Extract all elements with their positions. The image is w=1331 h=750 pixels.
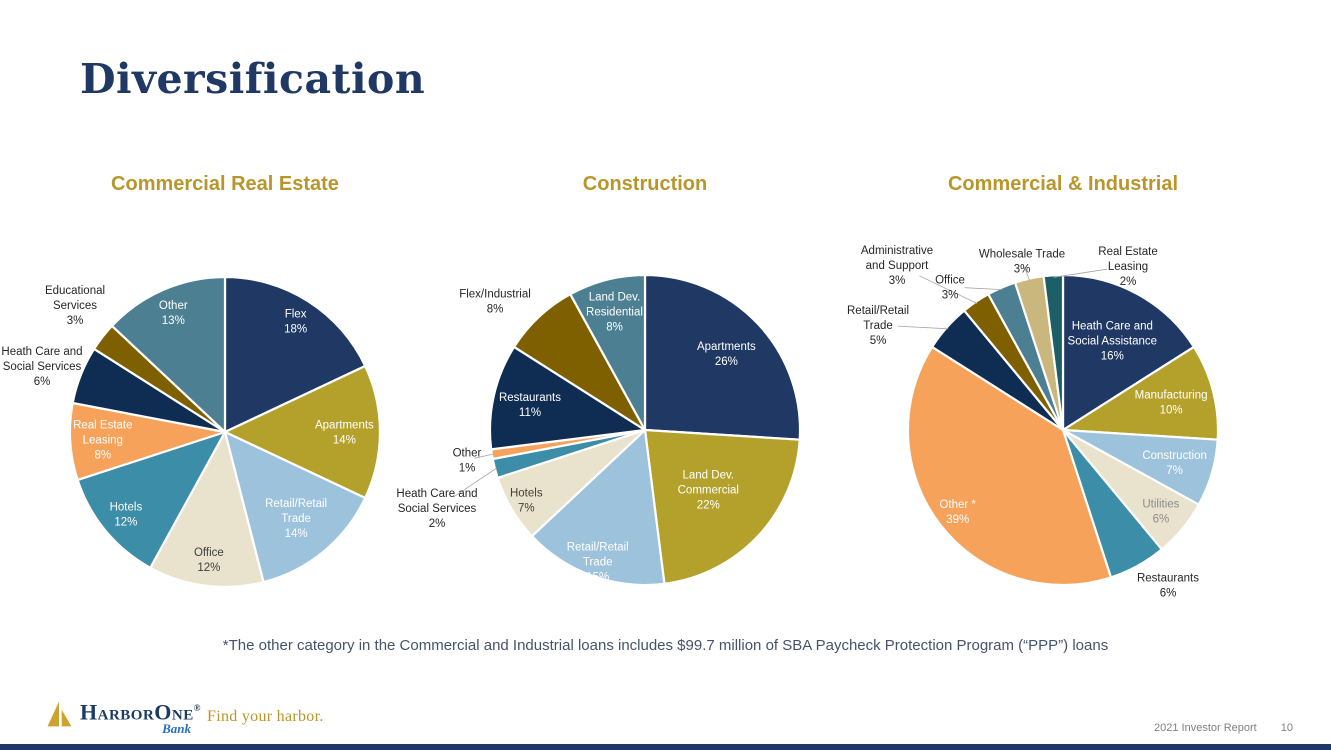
- pie-label: Heath Care and Social Assistance 16%: [1068, 320, 1158, 362]
- pie-label: Other 13%: [159, 300, 188, 327]
- pie-slice: [643, 428, 801, 585]
- label-leader-line: [897, 325, 949, 330]
- pie-label: Educational Services 3%: [45, 285, 105, 327]
- pie-label: Other * 39%: [939, 499, 976, 526]
- pie-label: Hotels 12%: [110, 502, 143, 529]
- report-label: 2021 Investor Report: [1154, 722, 1257, 734]
- pie-label: Retail/Retail Trade 14%: [265, 498, 327, 540]
- harborone-logo-text: HarborOne®: [80, 699, 201, 725]
- pie-slice: [1061, 345, 1220, 441]
- pie-slice: [110, 275, 227, 434]
- pie-label: Apartments 14%: [315, 420, 374, 447]
- label-leader-line: [1053, 268, 1108, 278]
- pie-slice: [223, 364, 382, 500]
- pie-slice: [223, 430, 367, 584]
- slide-title: Diversification: [80, 55, 426, 103]
- pie-label: Hotels 7%: [510, 488, 543, 515]
- pie-slice: [223, 275, 367, 434]
- pie-label: Apartments 26%: [697, 341, 756, 368]
- pie-slice: [1061, 273, 1195, 432]
- label-leader-line: [964, 287, 1003, 290]
- pie-label: Office 12%: [194, 547, 224, 574]
- pie-label: Land Dev. Residential 8%: [586, 291, 643, 333]
- pie-label: Restaurants 11%: [499, 392, 561, 419]
- pie-label: Land Dev. Commercial 22%: [678, 469, 739, 511]
- harborone-sail-icon: [47, 701, 72, 727]
- pie-label: Office 3%: [935, 275, 965, 302]
- label-leader-line: [919, 275, 978, 304]
- page-number: 10: [1280, 722, 1293, 734]
- chart-title-commercial-real-estate: Commercial Real Estate: [111, 173, 339, 195]
- pie-label: Manufacturing 10%: [1135, 390, 1208, 417]
- label-leader-line: [474, 453, 494, 459]
- pie-slice: [906, 345, 1112, 587]
- pie-slice: [76, 430, 227, 569]
- pie-slice: [488, 345, 647, 451]
- pie-label: Heath Care and Social Services 6%: [1, 346, 82, 388]
- pie-label: Administrative and Support 3%: [861, 245, 933, 287]
- pie-label: Retail/Retail Trade 5%: [847, 305, 909, 347]
- chart-title-commercial-industrial: Commercial & Industrial: [947, 173, 1179, 195]
- tagline: Find your harbor.: [207, 708, 324, 725]
- pie-label: Real Estate Leasing 8%: [73, 420, 132, 462]
- pie-label: Heath Care and Social Services 2%: [396, 488, 477, 530]
- registered-mark: ®: [193, 703, 201, 713]
- pie-label: Flex 18%: [284, 308, 307, 335]
- harborone-logo-bank: Bank: [162, 721, 191, 737]
- pie-label: Construction 7%: [1142, 450, 1207, 477]
- pie-slice: [149, 430, 265, 589]
- pie-label: Other 1%: [453, 448, 482, 475]
- footnote: *The other category in the Commercial an…: [222, 637, 1109, 654]
- pie-label: Utilities 6%: [1142, 499, 1179, 526]
- pie-label: Real Estate Leasing 2%: [1098, 246, 1157, 288]
- harborone-logo: HarborOne® Bank: [44, 697, 201, 737]
- pie-slice: [1042, 273, 1065, 432]
- pie-slice: [530, 428, 666, 587]
- pie-slice: [643, 273, 802, 441]
- pie-label: Restaurants 6%: [1137, 573, 1199, 600]
- label-leader-line: [453, 467, 498, 498]
- chart-title-construction: Construction: [582, 173, 708, 195]
- label-leader-line: [1023, 266, 1030, 281]
- pie-label: Retail/Retail Trade 15%: [567, 541, 629, 583]
- bottom-bar: [0, 744, 1331, 750]
- pie-label: Wholesale Trade 3%: [979, 249, 1065, 276]
- pie-label: Flex/Industrial 8%: [459, 289, 531, 316]
- pie-slice: [569, 273, 647, 432]
